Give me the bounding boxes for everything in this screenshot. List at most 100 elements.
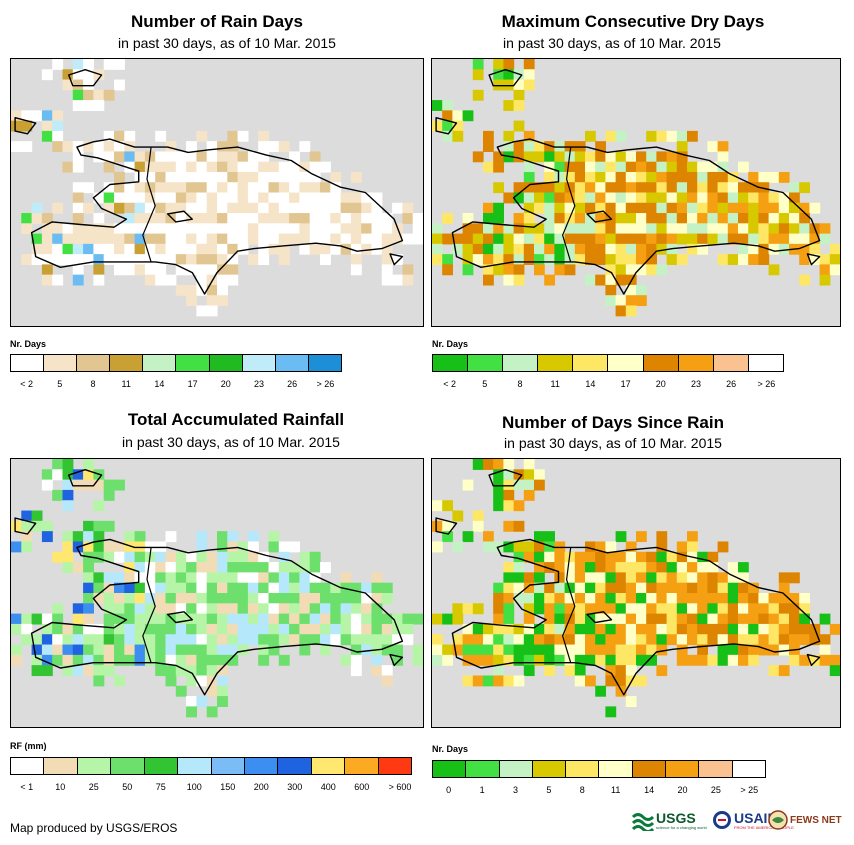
map-grid-cell (134, 572, 146, 584)
map-grid-cell (320, 223, 331, 235)
legend-tick-label: > 26 (757, 379, 776, 389)
map-grid-cell (534, 469, 545, 481)
map-grid-cell (676, 603, 688, 615)
map-grid-cell (523, 141, 535, 153)
map-grid-cell (155, 562, 167, 573)
map-grid-cell (707, 233, 719, 245)
map-grid-cell (72, 192, 84, 204)
map-grid-cell (165, 171, 177, 183)
map-grid-cell (819, 223, 831, 235)
map-grid-cell (595, 192, 606, 204)
map-grid-cell (789, 202, 800, 214)
map-grid-cell (124, 264, 136, 276)
map-grid-cell (144, 192, 156, 204)
map-grid-cell (472, 459, 484, 470)
map-grid-cell (124, 551, 136, 563)
map-grid-cell (371, 202, 383, 214)
map-grid-cell (646, 623, 657, 635)
map-grid-cell (656, 192, 668, 204)
map-grid-cell (503, 233, 515, 245)
map-grid-cell (144, 582, 156, 594)
map-grid-cell (155, 264, 167, 276)
map-grid-cell (534, 192, 545, 204)
map-grid-cell (656, 223, 668, 235)
map-grid-cell (124, 202, 136, 214)
map-grid-cell (93, 551, 105, 563)
map-grid-cell (217, 254, 228, 265)
map-grid-cell (768, 603, 780, 615)
map-grid-cell (789, 213, 800, 224)
map-grid-cell (258, 572, 270, 584)
map-grid-cell (62, 69, 74, 81)
map-grid-cell (636, 182, 647, 194)
map-grid-cell (52, 130, 64, 142)
map-grid-cell (309, 243, 321, 255)
map-grid-cell (175, 685, 187, 697)
map-grid-cell (83, 202, 94, 214)
map-grid-cell (268, 572, 280, 584)
map-grid-cell (697, 171, 708, 183)
map-grid-cell (320, 582, 331, 594)
map-grid-cell (442, 120, 453, 132)
map-grid-cell (217, 572, 228, 584)
map-grid-cell (41, 665, 53, 677)
map-grid-cell (738, 233, 749, 245)
map-grid-cell (72, 161, 84, 173)
map-grid-cell (83, 469, 94, 481)
island-coastline (30, 138, 404, 295)
map-grid-cell (62, 665, 74, 677)
map-grid-cell (523, 644, 535, 656)
map-grid-cell (748, 254, 759, 265)
map-grid-cell (472, 675, 484, 687)
map-grid-cell (103, 59, 115, 70)
map-grid-cell (544, 213, 555, 224)
map-grid-cell (707, 202, 719, 214)
map-grid-cell (258, 603, 270, 615)
map-grid-cell (483, 459, 494, 470)
map-grid-cell (523, 582, 535, 594)
map-grid-cell (523, 572, 535, 584)
map-grid-cell (666, 192, 678, 204)
map-grid-cell (727, 644, 739, 656)
map-grid-cell (585, 613, 596, 625)
map-grid-cell (636, 213, 647, 224)
map-grid-cell (799, 182, 810, 194)
map-grid-cell (320, 644, 331, 656)
map-grid-cell (615, 531, 627, 543)
map-grid-cell (625, 572, 637, 584)
map-grid-cell (615, 551, 627, 563)
map-grid-cell (237, 171, 249, 183)
map-grid-cell (381, 254, 393, 265)
map-grid-cell (595, 551, 606, 563)
map-grid-cell (227, 541, 239, 553)
map-grid-cell (165, 572, 177, 584)
map-grid-cell (52, 634, 64, 646)
map-grid-cell (402, 213, 414, 224)
map-grid-cell (585, 623, 596, 635)
map-grid-cell (144, 171, 156, 183)
map-grid-cell (31, 665, 43, 677)
map-grid-cell (93, 593, 105, 604)
map-grid-cell (544, 223, 555, 235)
map-grid-cell (371, 233, 383, 245)
map-grid-cell (175, 623, 187, 635)
map-grid-cell (247, 233, 259, 245)
map-grid-cell (340, 593, 352, 604)
map-grid-cell (513, 541, 525, 553)
map-grid-cell (247, 541, 259, 553)
map-grid-cell (144, 562, 156, 573)
map-grid-cell (196, 572, 208, 584)
panel-1-subtitle: in past 30 days, as of 10 Mar. 2015 (118, 35, 336, 51)
map-grid-cell (93, 665, 105, 677)
map-grid-cell (309, 593, 321, 604)
map-grid-cell (392, 644, 403, 656)
map-grid-cell (237, 582, 249, 594)
map-grid-cell (186, 233, 197, 245)
map-grid-cell (554, 593, 566, 604)
map-grid-cell (625, 593, 637, 604)
map-grid-cell (605, 182, 617, 194)
map-grid-cell (52, 469, 64, 481)
map-grid-cell (687, 531, 698, 543)
map-grid-cell (134, 644, 146, 656)
map-grid-cell (625, 551, 637, 563)
